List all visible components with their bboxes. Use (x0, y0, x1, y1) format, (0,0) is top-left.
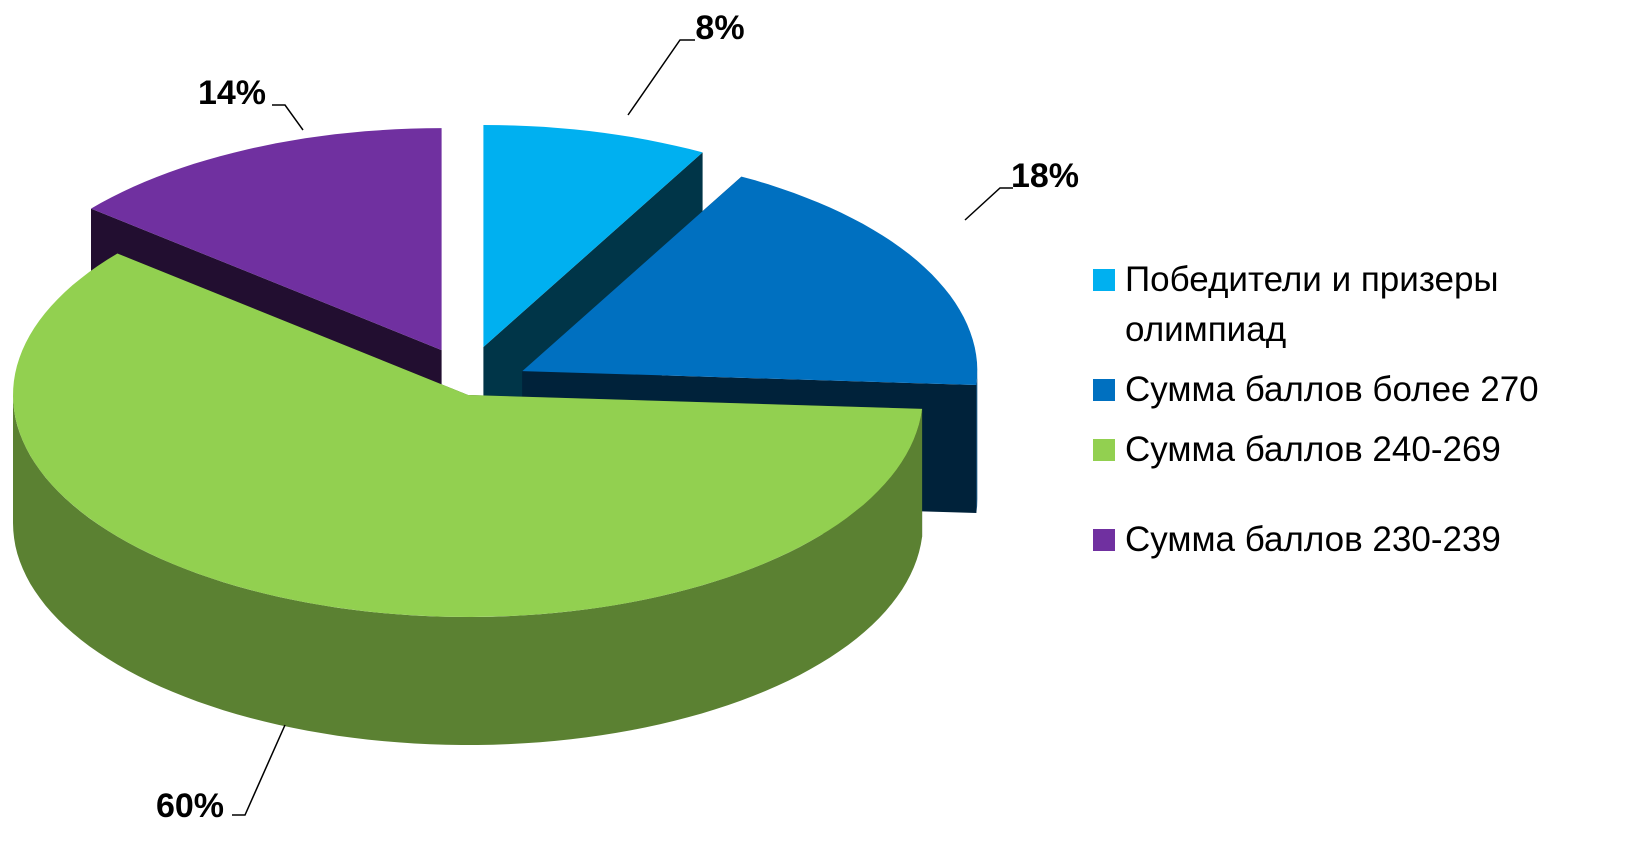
slice-side (976, 371, 978, 513)
legend-item: Сумма баллов 240-269 (1093, 425, 1613, 475)
legend-item: Сумма баллов 230-239 (1093, 515, 1613, 565)
slice-top (91, 128, 442, 351)
data-label: 60% (156, 787, 224, 825)
leader-line (272, 104, 304, 131)
legend-label: Сумма баллов более 270 (1125, 370, 1539, 409)
legend-swatch (1093, 529, 1115, 551)
legend-swatch (1093, 269, 1115, 291)
slice-top (13, 253, 923, 617)
leader-line (627, 39, 695, 116)
slice-side (13, 395, 923, 745)
data-label: 14% (198, 74, 266, 112)
data-label: 8% (695, 9, 744, 47)
legend-label: Сумма баллов 230-239 (1125, 520, 1501, 559)
leader-line (964, 187, 1013, 221)
legend-item: Сумма баллов более 270 (1093, 365, 1613, 415)
pie-slice (13, 253, 923, 745)
slice-top (483, 125, 703, 347)
leader-line (232, 724, 286, 816)
slice-top (522, 176, 978, 385)
legend-swatch (1093, 379, 1115, 401)
data-label: 18% (1011, 157, 1079, 195)
legend-label: Победители и призеры олимпиад (1125, 260, 1499, 349)
legend-label: Сумма баллов 240-269 (1125, 430, 1501, 469)
legend: Победители и призеры олимпиад Сумма балло… (1093, 255, 1613, 575)
legend-item: Победители и призеры олимпиад (1093, 255, 1613, 355)
legend-swatch (1093, 439, 1115, 461)
